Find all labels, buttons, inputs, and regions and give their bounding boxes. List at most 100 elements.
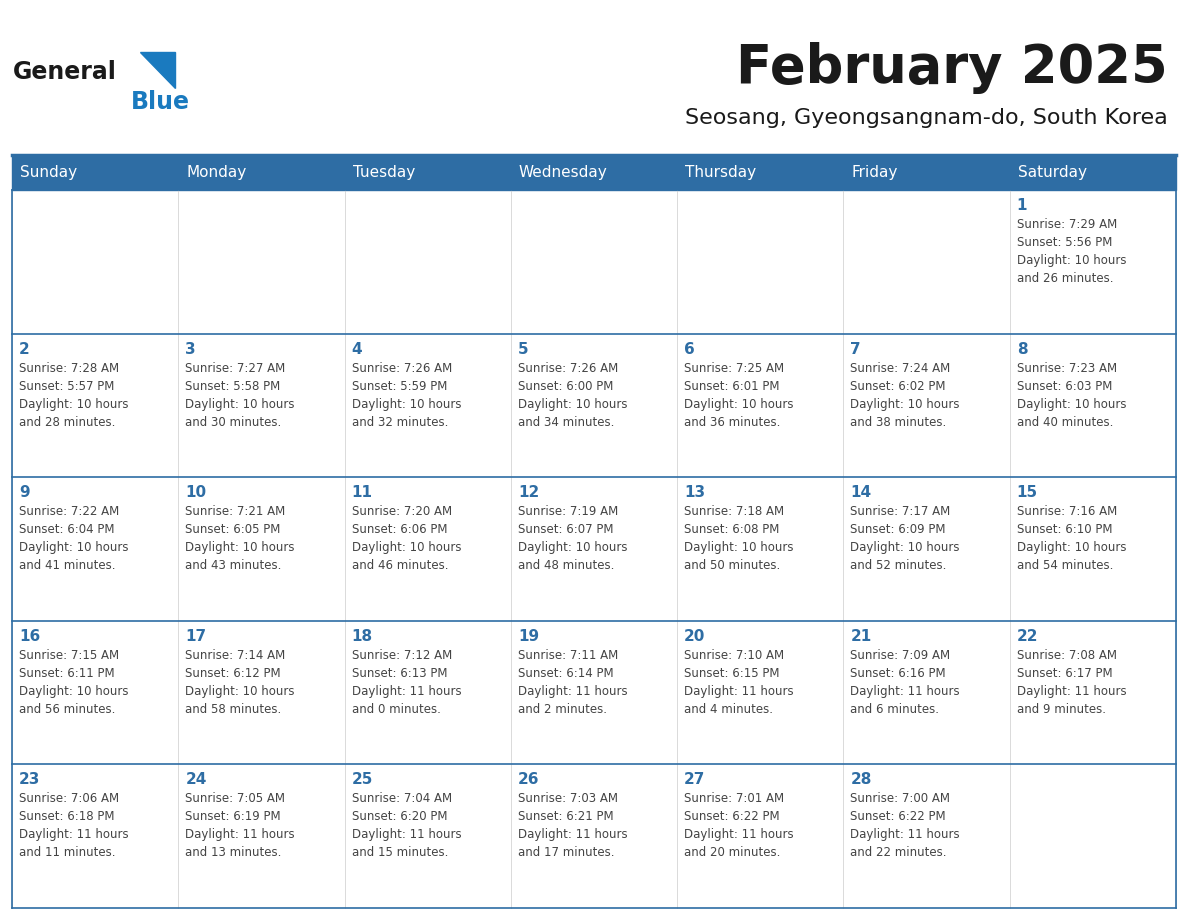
Bar bbox=[345, 765, 511, 908]
Text: Sunrise: 7:12 AM
Sunset: 6:13 PM
Daylight: 11 hours
and 0 minutes.: Sunrise: 7:12 AM Sunset: 6:13 PM Dayligh… bbox=[352, 649, 461, 716]
Text: 28: 28 bbox=[851, 772, 872, 788]
Text: 2: 2 bbox=[19, 341, 30, 356]
Bar bbox=[511, 190, 677, 333]
Text: Sunrise: 7:18 AM
Sunset: 6:08 PM
Daylight: 10 hours
and 50 minutes.: Sunrise: 7:18 AM Sunset: 6:08 PM Dayligh… bbox=[684, 505, 794, 572]
Text: Sunrise: 7:26 AM
Sunset: 6:00 PM
Daylight: 10 hours
and 34 minutes.: Sunrise: 7:26 AM Sunset: 6:00 PM Dayligh… bbox=[518, 362, 627, 429]
Bar bbox=[178, 621, 345, 765]
Text: General: General bbox=[13, 60, 116, 84]
Text: Monday: Monday bbox=[187, 165, 247, 180]
Bar bbox=[1010, 333, 1176, 477]
Text: 15: 15 bbox=[1017, 486, 1038, 500]
Bar bbox=[843, 190, 1010, 333]
Text: Sunrise: 7:10 AM
Sunset: 6:15 PM
Daylight: 11 hours
and 4 minutes.: Sunrise: 7:10 AM Sunset: 6:15 PM Dayligh… bbox=[684, 649, 794, 716]
Text: 13: 13 bbox=[684, 486, 706, 500]
Text: 14: 14 bbox=[851, 486, 872, 500]
Bar bbox=[12, 333, 178, 477]
Text: Seosang, Gyeongsangnam-do, South Korea: Seosang, Gyeongsangnam-do, South Korea bbox=[685, 108, 1168, 128]
Bar bbox=[511, 621, 677, 765]
Text: Saturday: Saturday bbox=[1018, 165, 1087, 180]
Bar bbox=[843, 333, 1010, 477]
Text: Sunrise: 7:14 AM
Sunset: 6:12 PM
Daylight: 10 hours
and 58 minutes.: Sunrise: 7:14 AM Sunset: 6:12 PM Dayligh… bbox=[185, 649, 295, 716]
Text: Sunrise: 7:27 AM
Sunset: 5:58 PM
Daylight: 10 hours
and 30 minutes.: Sunrise: 7:27 AM Sunset: 5:58 PM Dayligh… bbox=[185, 362, 295, 429]
Text: Thursday: Thursday bbox=[685, 165, 757, 180]
Text: 24: 24 bbox=[185, 772, 207, 788]
Bar bbox=[12, 765, 178, 908]
Text: Sunrise: 7:26 AM
Sunset: 5:59 PM
Daylight: 10 hours
and 32 minutes.: Sunrise: 7:26 AM Sunset: 5:59 PM Dayligh… bbox=[352, 362, 461, 429]
Bar bbox=[345, 190, 511, 333]
Bar bbox=[1010, 621, 1176, 765]
Bar bbox=[178, 477, 345, 621]
Bar bbox=[12, 155, 1176, 190]
Bar bbox=[178, 333, 345, 477]
Text: Sunrise: 7:09 AM
Sunset: 6:16 PM
Daylight: 11 hours
and 6 minutes.: Sunrise: 7:09 AM Sunset: 6:16 PM Dayligh… bbox=[851, 649, 960, 716]
Text: 21: 21 bbox=[851, 629, 872, 644]
Text: Sunrise: 7:21 AM
Sunset: 6:05 PM
Daylight: 10 hours
and 43 minutes.: Sunrise: 7:21 AM Sunset: 6:05 PM Dayligh… bbox=[185, 505, 295, 572]
Bar bbox=[677, 765, 843, 908]
Text: Sunrise: 7:05 AM
Sunset: 6:19 PM
Daylight: 11 hours
and 13 minutes.: Sunrise: 7:05 AM Sunset: 6:19 PM Dayligh… bbox=[185, 792, 295, 859]
Text: 1: 1 bbox=[1017, 198, 1028, 213]
Text: Wednesday: Wednesday bbox=[519, 165, 607, 180]
Text: 7: 7 bbox=[851, 341, 861, 356]
Text: Sunrise: 7:23 AM
Sunset: 6:03 PM
Daylight: 10 hours
and 40 minutes.: Sunrise: 7:23 AM Sunset: 6:03 PM Dayligh… bbox=[1017, 362, 1126, 429]
Bar bbox=[843, 765, 1010, 908]
Text: 3: 3 bbox=[185, 341, 196, 356]
Bar bbox=[843, 477, 1010, 621]
Text: Sunrise: 7:01 AM
Sunset: 6:22 PM
Daylight: 11 hours
and 20 minutes.: Sunrise: 7:01 AM Sunset: 6:22 PM Dayligh… bbox=[684, 792, 794, 859]
Text: Sunrise: 7:16 AM
Sunset: 6:10 PM
Daylight: 10 hours
and 54 minutes.: Sunrise: 7:16 AM Sunset: 6:10 PM Dayligh… bbox=[1017, 505, 1126, 572]
Text: Tuesday: Tuesday bbox=[353, 165, 415, 180]
Text: Sunrise: 7:06 AM
Sunset: 6:18 PM
Daylight: 11 hours
and 11 minutes.: Sunrise: 7:06 AM Sunset: 6:18 PM Dayligh… bbox=[19, 792, 128, 859]
Bar bbox=[345, 477, 511, 621]
Text: February 2025: February 2025 bbox=[737, 42, 1168, 94]
Text: Sunrise: 7:29 AM
Sunset: 5:56 PM
Daylight: 10 hours
and 26 minutes.: Sunrise: 7:29 AM Sunset: 5:56 PM Dayligh… bbox=[1017, 218, 1126, 285]
Text: 10: 10 bbox=[185, 486, 207, 500]
Text: Sunrise: 7:00 AM
Sunset: 6:22 PM
Daylight: 11 hours
and 22 minutes.: Sunrise: 7:00 AM Sunset: 6:22 PM Dayligh… bbox=[851, 792, 960, 859]
Text: 25: 25 bbox=[352, 772, 373, 788]
Bar bbox=[677, 190, 843, 333]
Text: 5: 5 bbox=[518, 341, 529, 356]
Text: Sunrise: 7:25 AM
Sunset: 6:01 PM
Daylight: 10 hours
and 36 minutes.: Sunrise: 7:25 AM Sunset: 6:01 PM Dayligh… bbox=[684, 362, 794, 429]
Text: Sunrise: 7:20 AM
Sunset: 6:06 PM
Daylight: 10 hours
and 46 minutes.: Sunrise: 7:20 AM Sunset: 6:06 PM Dayligh… bbox=[352, 505, 461, 572]
Polygon shape bbox=[140, 52, 175, 88]
Text: Sunrise: 7:24 AM
Sunset: 6:02 PM
Daylight: 10 hours
and 38 minutes.: Sunrise: 7:24 AM Sunset: 6:02 PM Dayligh… bbox=[851, 362, 960, 429]
Text: 18: 18 bbox=[352, 629, 373, 644]
Text: 6: 6 bbox=[684, 341, 695, 356]
Text: Sunrise: 7:22 AM
Sunset: 6:04 PM
Daylight: 10 hours
and 41 minutes.: Sunrise: 7:22 AM Sunset: 6:04 PM Dayligh… bbox=[19, 505, 128, 572]
Bar bbox=[677, 477, 843, 621]
Bar bbox=[1010, 477, 1176, 621]
Text: Sunrise: 7:03 AM
Sunset: 6:21 PM
Daylight: 11 hours
and 17 minutes.: Sunrise: 7:03 AM Sunset: 6:21 PM Dayligh… bbox=[518, 792, 627, 859]
Text: Friday: Friday bbox=[852, 165, 898, 180]
Bar bbox=[511, 333, 677, 477]
Text: 8: 8 bbox=[1017, 341, 1028, 356]
Bar bbox=[178, 765, 345, 908]
Bar bbox=[12, 621, 178, 765]
Bar bbox=[12, 190, 178, 333]
Bar bbox=[1010, 765, 1176, 908]
Bar bbox=[677, 333, 843, 477]
Bar bbox=[511, 765, 677, 908]
Text: 17: 17 bbox=[185, 629, 207, 644]
Text: 22: 22 bbox=[1017, 629, 1038, 644]
Text: 12: 12 bbox=[518, 486, 539, 500]
Text: Sunrise: 7:19 AM
Sunset: 6:07 PM
Daylight: 10 hours
and 48 minutes.: Sunrise: 7:19 AM Sunset: 6:07 PM Dayligh… bbox=[518, 505, 627, 572]
Bar bbox=[1010, 190, 1176, 333]
Bar bbox=[345, 333, 511, 477]
Bar bbox=[178, 190, 345, 333]
Text: Blue: Blue bbox=[131, 90, 190, 114]
Text: 20: 20 bbox=[684, 629, 706, 644]
Text: 19: 19 bbox=[518, 629, 539, 644]
Text: 16: 16 bbox=[19, 629, 40, 644]
Bar bbox=[345, 621, 511, 765]
Text: Sunrise: 7:04 AM
Sunset: 6:20 PM
Daylight: 11 hours
and 15 minutes.: Sunrise: 7:04 AM Sunset: 6:20 PM Dayligh… bbox=[352, 792, 461, 859]
Bar bbox=[843, 621, 1010, 765]
Bar bbox=[12, 477, 178, 621]
Text: Sunrise: 7:11 AM
Sunset: 6:14 PM
Daylight: 11 hours
and 2 minutes.: Sunrise: 7:11 AM Sunset: 6:14 PM Dayligh… bbox=[518, 649, 627, 716]
Text: Sunday: Sunday bbox=[20, 165, 77, 180]
Bar bbox=[511, 477, 677, 621]
Text: 27: 27 bbox=[684, 772, 706, 788]
Text: Sunrise: 7:28 AM
Sunset: 5:57 PM
Daylight: 10 hours
and 28 minutes.: Sunrise: 7:28 AM Sunset: 5:57 PM Dayligh… bbox=[19, 362, 128, 429]
Text: 23: 23 bbox=[19, 772, 40, 788]
Text: 9: 9 bbox=[19, 486, 30, 500]
Text: Sunrise: 7:17 AM
Sunset: 6:09 PM
Daylight: 10 hours
and 52 minutes.: Sunrise: 7:17 AM Sunset: 6:09 PM Dayligh… bbox=[851, 505, 960, 572]
Text: 26: 26 bbox=[518, 772, 539, 788]
Bar bbox=[677, 621, 843, 765]
